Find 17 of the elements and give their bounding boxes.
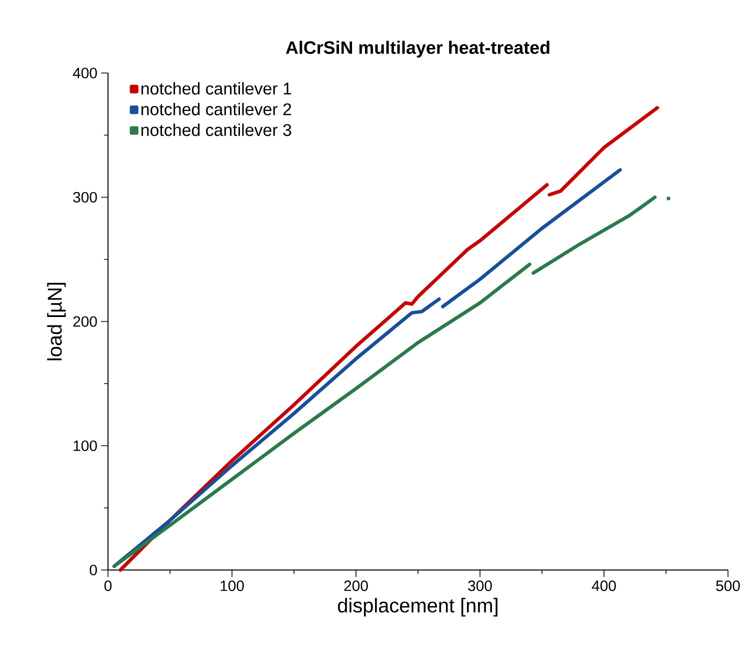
x-tick-label: 500 — [716, 580, 740, 592]
legend-label: notched cantilever 1 — [141, 82, 292, 95]
y-tick-label: 300 — [73, 192, 97, 203]
legend-label: notched cantilever 2 — [141, 102, 292, 116]
x-tick-label: 0 — [104, 580, 112, 592]
x-tick-label: 300 — [468, 580, 492, 592]
y-tick-label: 200 — [73, 316, 97, 327]
x-axis-title: displacement [nm] — [338, 598, 498, 616]
x-tick-label: 100 — [220, 580, 244, 592]
legend-label: notched cantilever 3 — [141, 124, 292, 136]
x-tick-label: 400 — [592, 580, 616, 592]
y-tick-label: 100 — [74, 440, 97, 452]
y-axis-title: load [µN] — [47, 282, 66, 360]
y-tick-label: 0 — [90, 564, 97, 576]
x-tick-label: 200 — [344, 580, 368, 592]
chart-title: AlCrSiN multilayer heat-treated — [286, 40, 550, 58]
y-tick-label: 400 — [72, 68, 97, 78]
